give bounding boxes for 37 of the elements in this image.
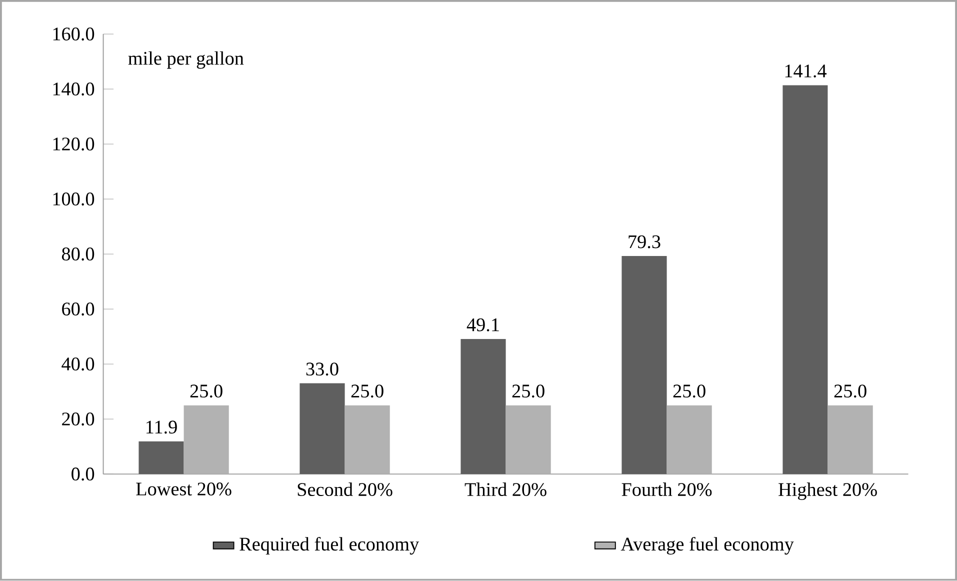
- data-label: 141.4: [785, 64, 827, 78]
- y-tick-label: 80.0: [62, 248, 94, 261]
- y-tick-label: 120.0: [53, 138, 94, 151]
- data-label: 25.0: [190, 384, 222, 398]
- bar: [138, 441, 184, 474]
- bar: [300, 383, 345, 474]
- bar: [666, 405, 712, 474]
- data-label: 49.1: [466, 318, 499, 332]
- y-tick-label: 20.0: [62, 412, 94, 426]
- y-tick-label: 60.0: [62, 302, 94, 316]
- y-tick-label: 140.0: [53, 82, 94, 96]
- bar: [184, 405, 229, 474]
- y-tick-label: 0.0: [72, 468, 94, 481]
- data-label: 25.0: [673, 384, 706, 398]
- data-label: 79.3: [628, 235, 660, 248]
- bar: [460, 339, 506, 474]
- data-label: 25.0: [351, 384, 384, 398]
- bar: [622, 256, 667, 474]
- data-label: 25.0: [834, 384, 866, 398]
- data-label: 33.0: [306, 362, 338, 376]
- x-tick-label: Highest 20%: [778, 482, 877, 500]
- data-label: 25.0: [512, 384, 544, 398]
- x-tick-label: Lowest 20%: [136, 482, 232, 496]
- x-tick-label: Second 20%: [298, 482, 392, 496]
- y-tick-label: 100.0: [53, 192, 94, 206]
- bar: [506, 405, 551, 474]
- bar: [782, 85, 828, 474]
- annotation: mile per gallon: [128, 51, 244, 69]
- y-tick-label: 160.0: [53, 28, 94, 41]
- data-label: 11.9: [146, 420, 177, 434]
- x-tick-label: Third 20%: [464, 482, 546, 496]
- legend-label: Required fuel economy: [240, 537, 420, 555]
- x-tick-label: Fourth 20%: [622, 482, 712, 496]
- bar: [344, 405, 390, 474]
- bar: [828, 405, 873, 474]
- y-tick-label: 40.0: [62, 358, 94, 371]
- legend-label: Average fuel economy: [620, 537, 794, 555]
